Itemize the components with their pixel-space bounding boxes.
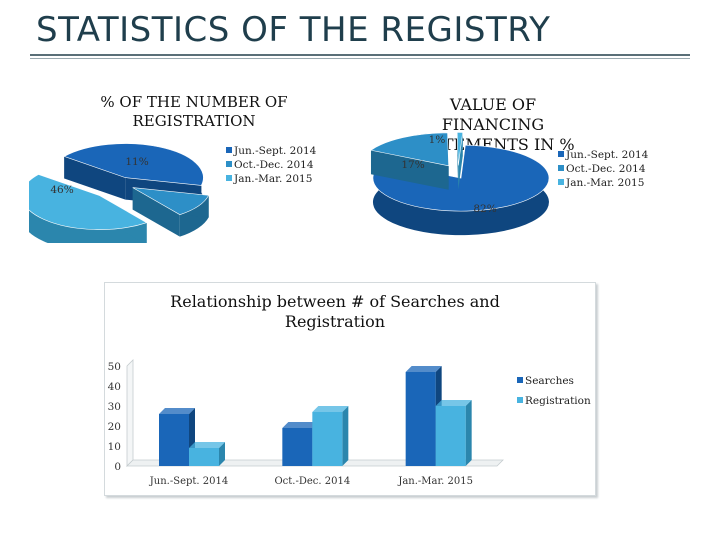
financing-pie-legend-swatch [558,165,564,171]
bar-legend-swatch [517,377,523,383]
registration-pie-label-3: 46% [50,184,73,196]
registration-pie-legend-label: Oct.-Dec. 2014 [234,159,314,171]
bar-registration-3 [435,400,472,466]
bar-legend-label: Registration [525,395,591,407]
financing-pie-slice-2 [370,132,449,190]
registration-pie-legend-label: Jan.-Mar. 2015 [234,173,313,185]
financing-pie-title: VALUE OF FINANCING STATEMENTS IN % [411,95,575,154]
bar-x-tick: Oct.-Dec. 2014 [274,476,350,487]
registration-pie-legend-item-2: Oct.-Dec. 2014 [226,159,314,171]
registration-pie-title: % OF THE NUMBER OF REGISTRATION [100,93,288,130]
searches-bar-chart: 0 10 20 30 40 50 Jun.-Sept. 2014 Oct.-Dec. 2014… [108,359,504,487]
financing-pie-slice-3 [456,132,464,190]
financing-pie-label-3: 1% [429,134,446,146]
financing-pie-label-1: 82% [473,203,496,215]
bar-x-tick: Jun.-Sept. 2014 [149,476,228,487]
registration-pie-legend-swatch [226,161,232,167]
bar-y-tick: 40 [108,381,121,393]
financing-pie-legend-item-3: Jan.-Mar. 2015 [558,177,644,189]
financing-pie-panel: VALUE OF FINANCING STATEMENTS IN % 82% 17… [352,74,694,251]
registration-pie-chart: 43%11%46% [29,143,210,243]
title-underline-thin [30,58,690,59]
financing-pie-label-2: 17% [401,159,424,171]
bar-y-tick: 50 [108,361,121,373]
bar-registration-2 [312,406,349,466]
financing-pie-legend-label: Jan.-Mar. 2015 [566,177,645,189]
bar-y-tick: 30 [108,401,121,413]
bar-legend-label: Searches [525,375,574,387]
bar-registration-1 [189,442,225,466]
bar-side-wall [126,359,134,467]
financing-pie-legend-swatch [558,179,564,185]
bar-y-tick: 10 [108,441,121,453]
registration-pie-slice-2 [132,187,210,237]
registration-pie-legend-item-1: Jun.-Sept. 2014 [226,145,316,157]
registration-pie-legend-item-3: Jan.-Mar. 2015 [226,173,312,185]
registration-pie-slice-3 [29,174,148,243]
searches-bar-panel: Relationship between # of Searches and R… [104,282,596,496]
registration-pie-label-2: 11% [125,156,148,168]
financing-pie-legend-item-2: Oct.-Dec. 2014 [558,163,646,175]
bar-x-tick: Jan.-Mar. 2015 [397,476,473,487]
registration-pie-legend-swatch [226,175,232,181]
bar-legend-item-registration: Registration [517,395,591,407]
registration-pie-legend-swatch [226,147,232,153]
bar-legend-swatch [517,397,523,403]
financing-pie-legend-swatch [558,151,564,157]
registration-pie-legend-label: Jun.-Sept. 2014 [234,145,317,157]
bar-legend-item-searches: Searches [517,375,574,387]
financing-pie-chart: 82% 17% 1% [370,132,550,236]
registration-pie-panel: % OF THE NUMBER OF REGISTRATION 43%11%46… [28,74,340,244]
bar-y-tick: 20 [108,421,121,433]
slide-title: STATISTICS OF THE REGISTRY [36,10,551,50]
bar-y-tick: 0 [114,461,121,473]
searches-bar-title: Relationship between # of Searches and R… [170,292,500,331]
financing-pie-legend-label: Oct.-Dec. 2014 [566,163,646,175]
financing-pie-legend-label: Jun.-Sept. 2014 [566,149,649,161]
title-underline [30,54,690,56]
financing-pie-legend-item-1: Jun.-Sept. 2014 [558,149,648,161]
